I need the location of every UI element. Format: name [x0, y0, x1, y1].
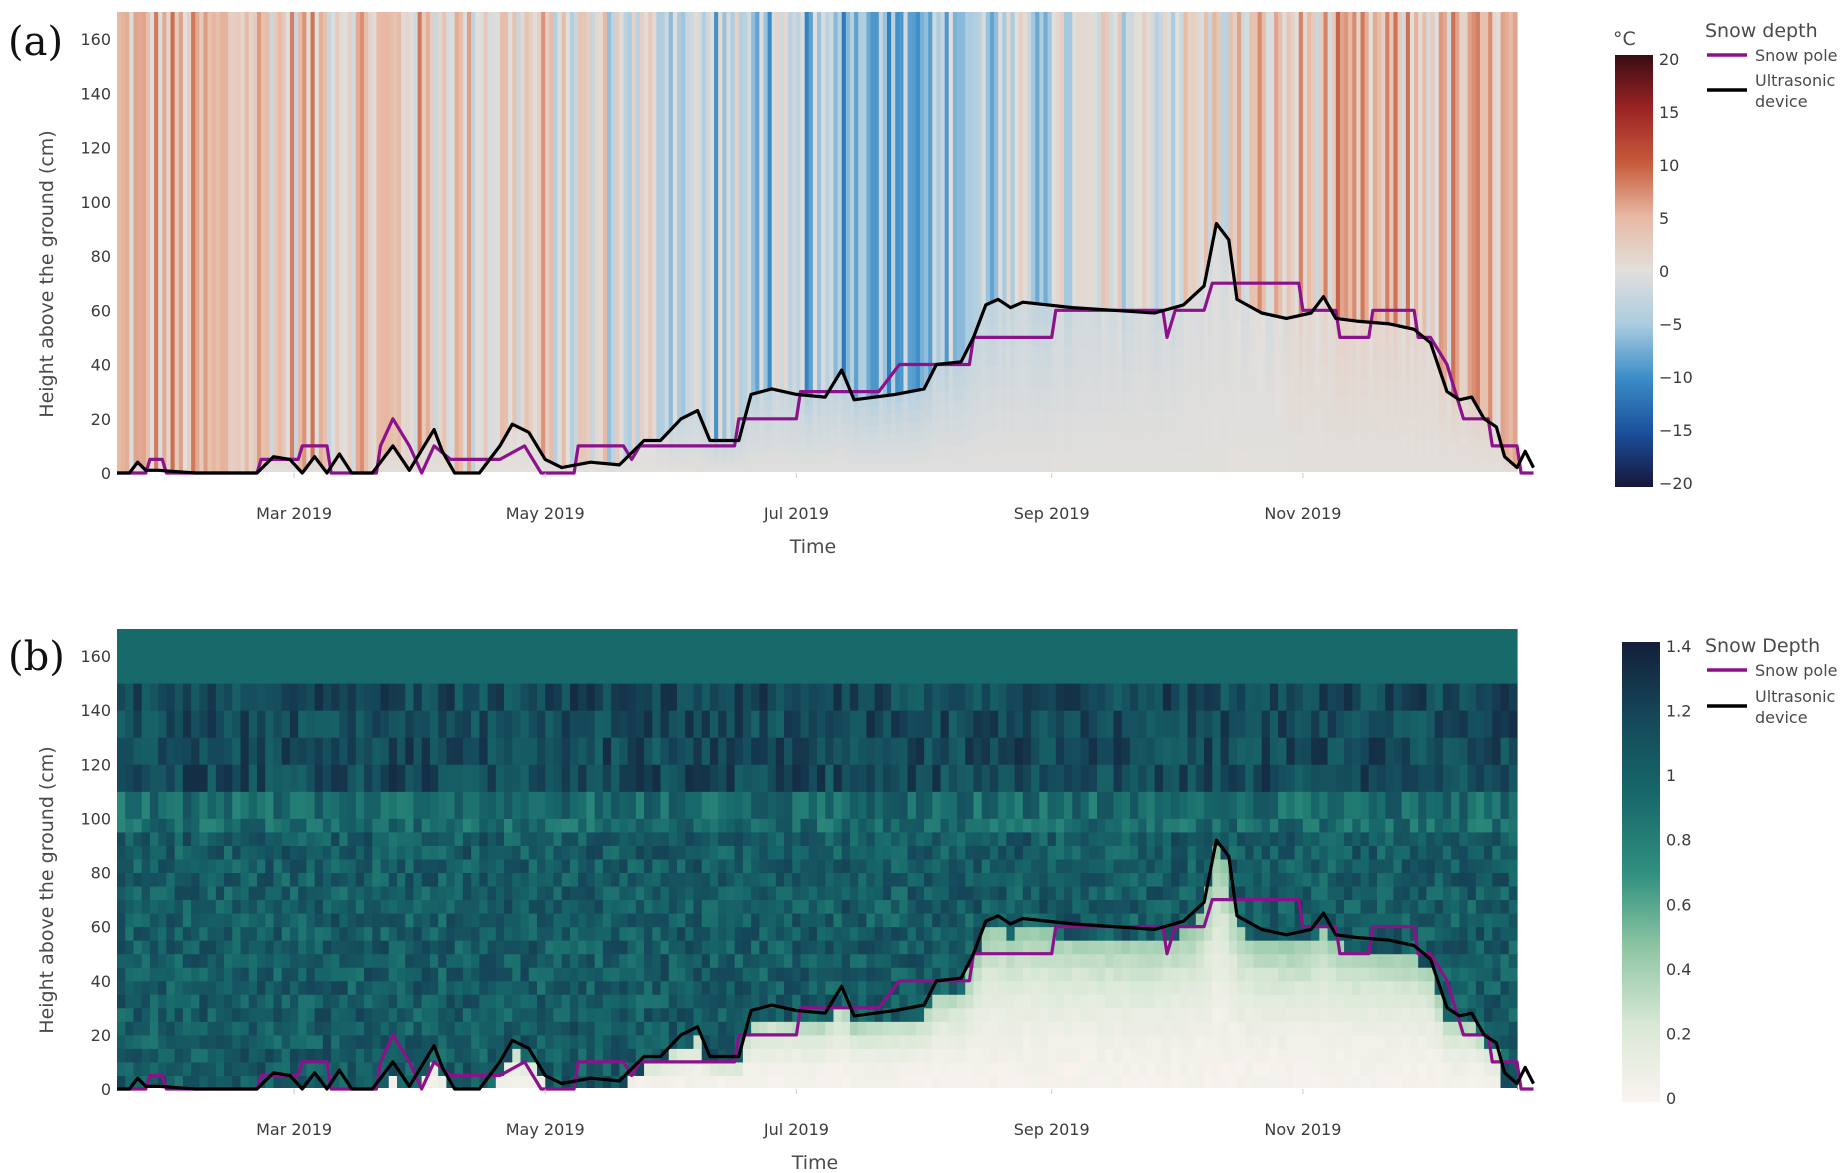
panel-letter-b: (b)	[8, 634, 65, 680]
colorbar-scale-b	[1622, 642, 1660, 1102]
colorbar-tick-label: −15	[1659, 421, 1693, 440]
x-tick-label: Jul 2019	[763, 504, 829, 523]
legend-label-ultrasonic-a-line1: Ultrasonic	[1755, 71, 1835, 90]
x-tick-label: Mar 2019	[256, 504, 332, 523]
legend-title-b: Snow Depth	[1705, 635, 1820, 657]
colorbar-tick-label: 15	[1659, 103, 1679, 122]
legend-label-snow-pole-b: Snow pole	[1755, 661, 1838, 680]
snow-depth-lines-a	[117, 221, 1535, 475]
density-heatmap	[117, 629, 1518, 1090]
legend-label-ultrasonic-a-line2: device	[1755, 92, 1808, 111]
x-ticks-a: Mar 2019 May 2019 Jul 2019 Sep 2019 Nov 2019	[256, 473, 1341, 523]
legend-title-a: Snow depth	[1705, 20, 1818, 42]
colorbar-tick-label: 20	[1659, 50, 1679, 69]
y-tick-label: 0	[101, 464, 111, 483]
x-axis-title-a: Time	[789, 536, 837, 558]
x-tick-label: Mar 2019	[256, 1120, 332, 1139]
y-axis-title-b: Height above the ground (cm)	[36, 746, 58, 1033]
colorbar-tick-label: 0	[1659, 262, 1669, 281]
colorbar-tick-label: −10	[1659, 368, 1693, 387]
y-tick-label: 140	[80, 701, 111, 720]
panel-letter-a: (a)	[8, 19, 63, 65]
y-tick-label: 120	[80, 755, 111, 774]
colorbar-tick-label: 0.4	[1666, 960, 1691, 979]
colorbar-ticks-b: 1.4 1.2 1 0.8 0.6 0.4 0.2 0	[1666, 637, 1691, 1108]
snow-pole-line	[117, 281, 1534, 475]
colorbar-tick-label: 0	[1666, 1089, 1676, 1108]
y-tick-label: 80	[91, 864, 111, 883]
colorbar-title-a: °C	[1613, 28, 1636, 50]
temperature-heatmap	[117, 12, 1518, 473]
y-tick-label: 20	[91, 1026, 111, 1045]
x-ticks-b: Mar 2019 May 2019 Jul 2019 Sep 2019 Nov 2019	[256, 1089, 1341, 1139]
colorbar-tick-label: −20	[1659, 474, 1693, 493]
y-ticks-b: 0 20 40 60 80 100 120 140 160	[80, 647, 111, 1099]
colorbar-a: °C 20 15 10 5 0 −5 −10 −15 −20	[1613, 28, 1693, 493]
x-tick-label: May 2019	[506, 1120, 585, 1139]
snow-pole-line	[117, 898, 1534, 1091]
y-tick-label: 60	[91, 918, 111, 937]
y-tick-label: 60	[91, 301, 111, 320]
colorbar-tick-label: 1	[1666, 766, 1676, 785]
legend-label-ultrasonic-b-line2: device	[1755, 708, 1808, 727]
colorbar-tick-label: 0.6	[1666, 895, 1691, 914]
y-ticks-a: 0 20 40 60 80 100 120 140 160	[80, 30, 111, 483]
y-tick-label: 100	[80, 193, 111, 212]
panel-b: (b) 0 20 40 60 80 100 120 140 160 Mar 2019 May 20…	[8, 629, 1838, 1173]
y-tick-label: 160	[80, 30, 111, 49]
ultrasonic-device-line	[117, 838, 1535, 1091]
y-axis-title-a: Height above the ground (cm)	[36, 130, 58, 417]
x-tick-label: May 2019	[506, 504, 585, 523]
y-tick-label: 120	[80, 139, 111, 158]
x-tick-label: Jul 2019	[763, 1120, 829, 1139]
colorbar-tick-label: 0.2	[1666, 1024, 1691, 1043]
colorbar-scale-a	[1615, 55, 1653, 487]
ultrasonic-device-line	[117, 221, 1535, 475]
y-tick-label: 160	[80, 647, 111, 666]
y-tick-label: 40	[91, 356, 111, 375]
x-tick-label: Nov 2019	[1264, 504, 1341, 523]
x-axis-title-b: Time	[791, 1152, 839, 1173]
legend-a: Snow depth Snow pole Ultrasonic device	[1705, 20, 1838, 111]
legend-label-snow-pole-a: Snow pole	[1755, 46, 1838, 65]
y-tick-label: 140	[80, 84, 111, 103]
colorbar-tick-label: −5	[1659, 315, 1683, 334]
x-tick-label: Nov 2019	[1264, 1120, 1341, 1139]
colorbar-tick-label: 0.8	[1666, 831, 1691, 850]
colorbar-b: 1.4 1.2 1 0.8 0.6 0.4 0.2 0	[1622, 637, 1691, 1108]
snow-depth-lines-b	[117, 838, 1535, 1091]
y-tick-label: 0	[101, 1080, 111, 1099]
legend-label-ultrasonic-b-line1: Ultrasonic	[1755, 687, 1835, 706]
y-tick-label: 20	[91, 410, 111, 429]
colorbar-tick-label: 1.2	[1666, 702, 1691, 721]
colorbar-tick-label: 1.4	[1666, 637, 1691, 656]
y-tick-label: 80	[91, 247, 111, 266]
legend-b: Snow Depth Snow pole Ultrasonic device	[1705, 635, 1838, 727]
x-tick-label: Sep 2019	[1014, 1120, 1090, 1139]
y-tick-label: 100	[80, 809, 111, 828]
y-tick-label: 40	[91, 972, 111, 991]
x-tick-label: Sep 2019	[1014, 504, 1090, 523]
colorbar-tick-label: 5	[1659, 209, 1669, 228]
colorbar-ticks-a: 20 15 10 5 0 −5 −10 −15 −20	[1659, 50, 1693, 493]
colorbar-tick-label: 10	[1659, 156, 1679, 175]
